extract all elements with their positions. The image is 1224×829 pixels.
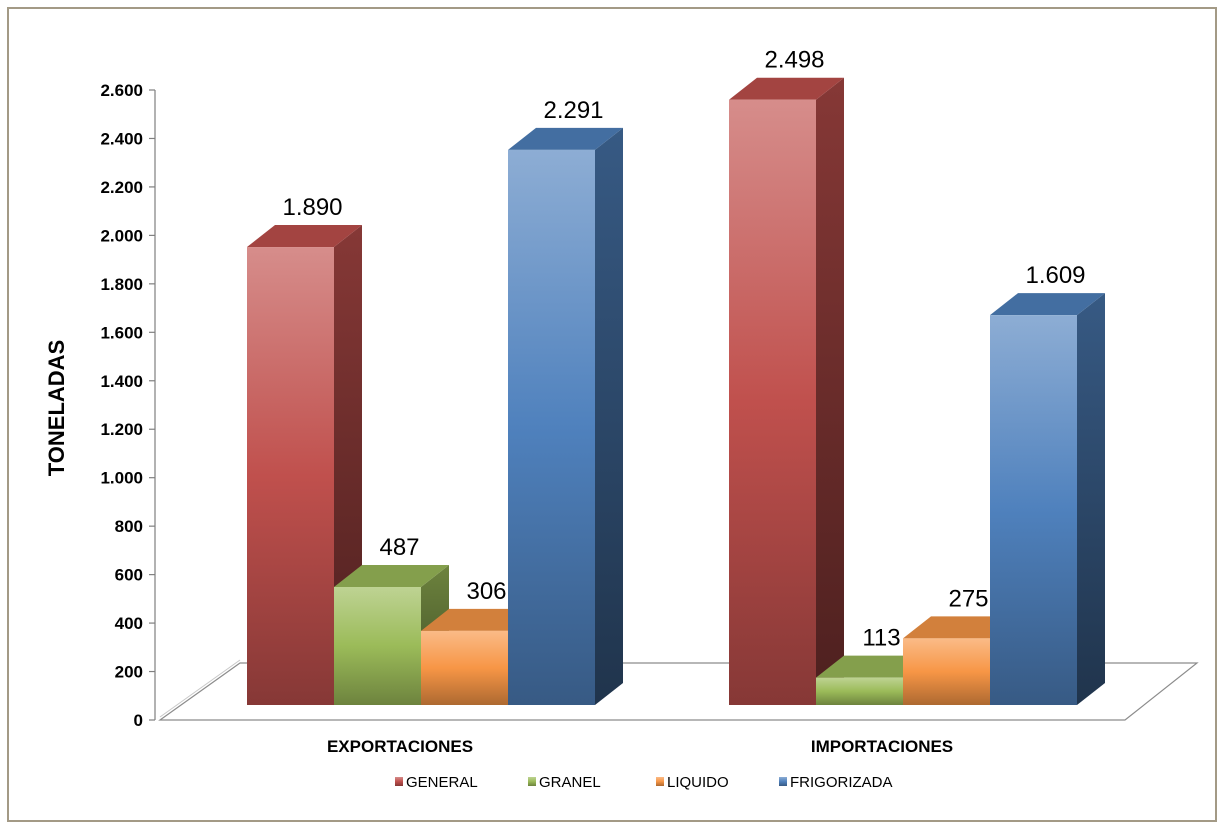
bar-frigorizada-importaciones bbox=[990, 293, 1105, 705]
y-tick-label: 600 bbox=[115, 566, 143, 585]
y-tick-label: 1.800 bbox=[100, 275, 143, 294]
bar-face bbox=[334, 586, 421, 705]
data-label-liquido-importaciones: 275 bbox=[948, 585, 988, 612]
data-label-general-importaciones: 2.498 bbox=[764, 47, 824, 74]
data-label-liquido-exportaciones: 306 bbox=[466, 578, 506, 605]
legend-item-general: GENERAL bbox=[395, 774, 478, 791]
legend-swatch bbox=[779, 777, 787, 786]
y-tick-label: 200 bbox=[115, 663, 143, 682]
bar-face bbox=[508, 149, 595, 706]
y-tick-label: 1.000 bbox=[100, 469, 143, 488]
bar-face bbox=[990, 315, 1077, 705]
data-label-frigorizada-exportaciones: 2.291 bbox=[543, 97, 603, 124]
legend-item-liquido: LIQUIDO bbox=[656, 774, 729, 791]
bar-top bbox=[990, 293, 1105, 316]
bar-face bbox=[247, 247, 334, 706]
bar-general-importaciones bbox=[729, 77, 844, 705]
legend: GENERAL GRANEL LIQUIDO FRIGORIZADA bbox=[395, 774, 893, 791]
category-label-importaciones: IMPORTACIONES bbox=[811, 737, 953, 756]
floor-edge bbox=[159, 659, 241, 718]
data-labels: 1.890 487 306 2.291 2.498 113 275 1.609 bbox=[282, 47, 1085, 652]
bar-face bbox=[729, 99, 816, 705]
bars bbox=[247, 77, 1105, 706]
data-label-granel-exportaciones: 487 bbox=[379, 534, 419, 561]
legend-label: LIQUIDO bbox=[667, 774, 729, 791]
bar-top bbox=[816, 655, 931, 678]
bar-frigorizada-exportaciones bbox=[508, 127, 623, 706]
legend-item-granel: GRANEL bbox=[528, 774, 601, 791]
bar-top bbox=[903, 616, 1018, 639]
bar-side bbox=[1077, 293, 1105, 705]
legend-swatch bbox=[656, 777, 664, 786]
legend-label: GRANEL bbox=[539, 774, 601, 791]
legend-item-frigorizada: FRIGORIZADA bbox=[779, 774, 893, 791]
legend-swatch bbox=[528, 777, 536, 786]
category-label-exportaciones: EXPORTACIONES bbox=[327, 737, 473, 756]
x-axis-categories: EXPORTACIONES IMPORTACIONES bbox=[327, 737, 953, 756]
y-tick-label: 2.200 bbox=[100, 178, 143, 197]
y-tick-label: 1.200 bbox=[100, 420, 143, 439]
bar-top bbox=[508, 127, 623, 150]
legend-label: GENERAL bbox=[406, 774, 478, 791]
bar-side bbox=[816, 77, 844, 705]
bar-side bbox=[595, 127, 623, 706]
bar-top bbox=[334, 564, 449, 587]
data-label-general-exportaciones: 1.890 bbox=[282, 194, 342, 221]
data-label-frigorizada-importaciones: 1.609 bbox=[1025, 262, 1085, 289]
y-tick-label: 800 bbox=[115, 517, 143, 536]
y-tick-label: 2.400 bbox=[100, 129, 143, 148]
bar-top bbox=[247, 225, 362, 248]
y-tick-label: 400 bbox=[115, 614, 143, 633]
y-tick-label: 0 bbox=[134, 711, 143, 730]
legend-label: FRIGORIZADA bbox=[790, 774, 893, 791]
bar-face bbox=[816, 677, 903, 705]
data-label-granel-importaciones: 113 bbox=[862, 625, 900, 652]
y-tick-label: 1.600 bbox=[100, 323, 143, 342]
bar-top bbox=[729, 77, 844, 100]
y-tick-label: 1.400 bbox=[100, 372, 143, 391]
y-tick-label: 2.600 bbox=[100, 81, 143, 100]
legend-swatch bbox=[395, 777, 403, 786]
bar-face bbox=[421, 630, 508, 705]
bar-top bbox=[421, 608, 536, 631]
bar-face bbox=[903, 638, 990, 705]
y-tick-label: 2.000 bbox=[100, 226, 143, 245]
y-axis-title: TONELADAS bbox=[44, 340, 69, 477]
y-axis: 0 200 400 600 800 1.000 1.200 1.400 1.600 1.800 2.… bbox=[100, 81, 156, 730]
